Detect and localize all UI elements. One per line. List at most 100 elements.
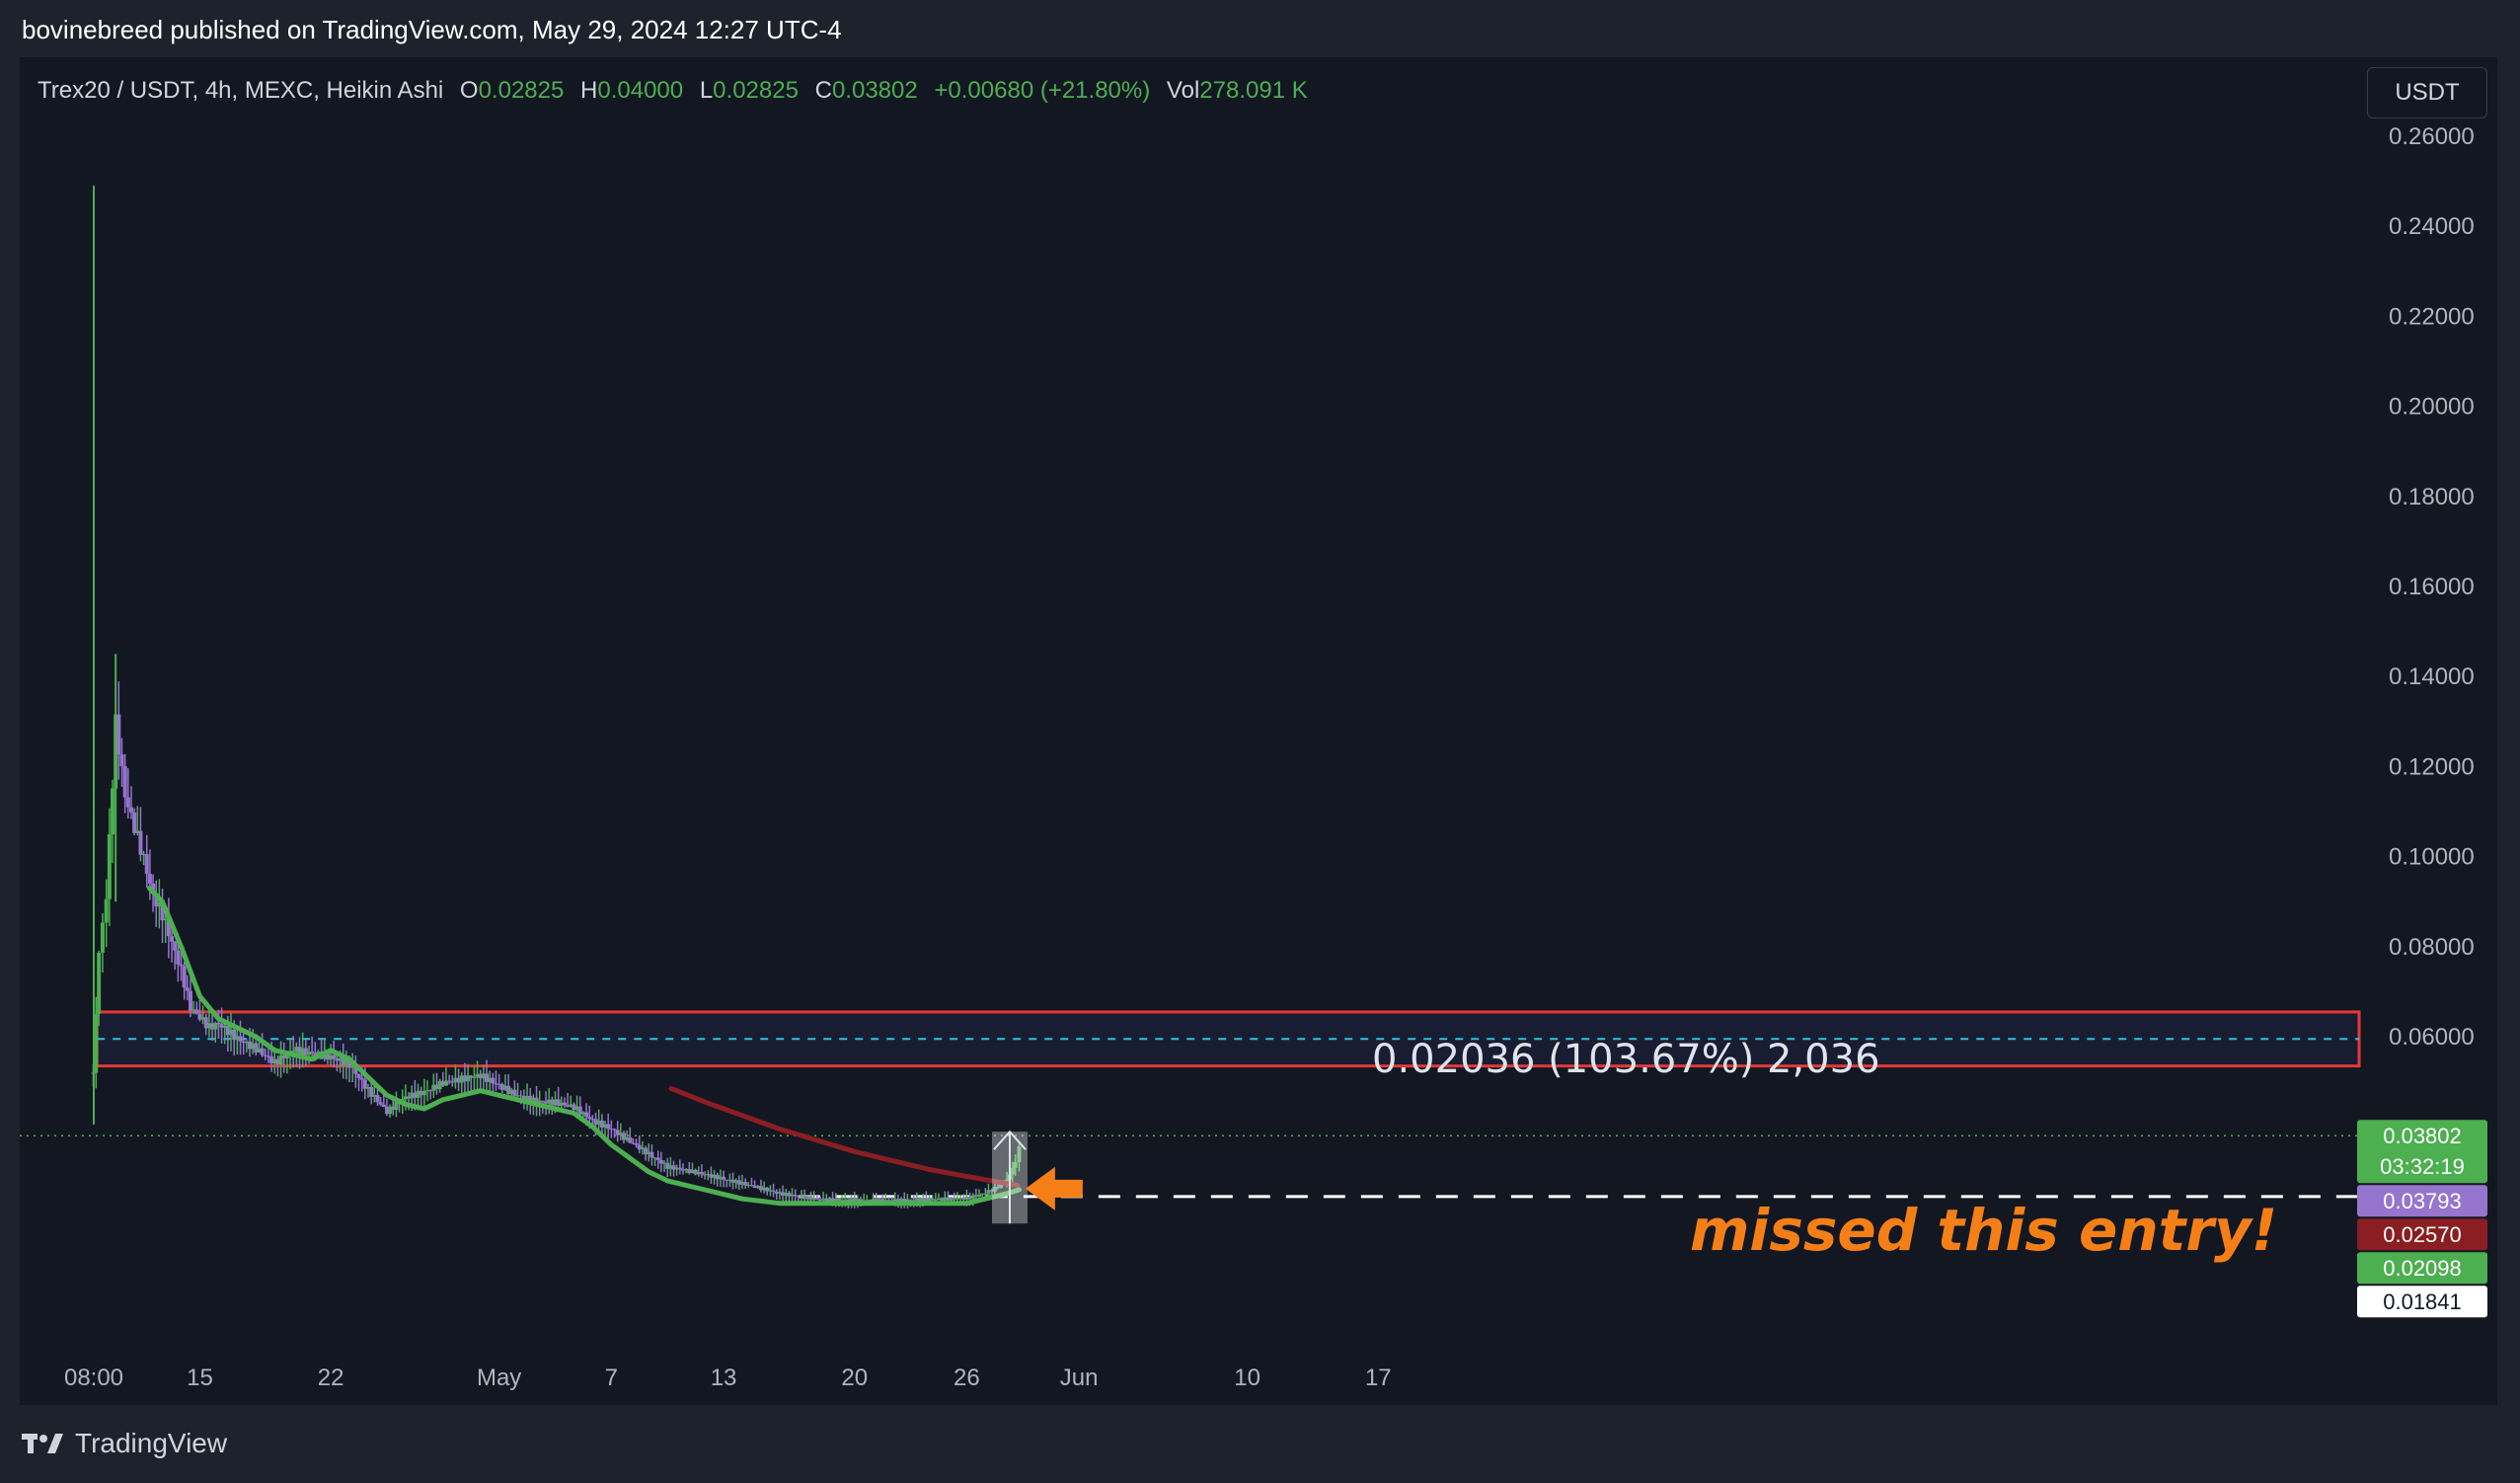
candle-body (699, 1172, 704, 1175)
candle-body (739, 1182, 744, 1185)
candle-body (733, 1180, 738, 1183)
candle-body (540, 1100, 545, 1102)
candle-body (111, 788, 115, 834)
candle-body (431, 1084, 436, 1091)
candle-body (225, 1025, 230, 1036)
candle-body (509, 1089, 514, 1094)
candle-body (687, 1169, 692, 1174)
candle-body (827, 1198, 832, 1202)
candle-body (556, 1099, 561, 1106)
candle-body (297, 1047, 302, 1055)
candle-body (877, 1199, 881, 1203)
candle-body (970, 1195, 975, 1200)
candle-body (989, 1190, 994, 1192)
candle-body (709, 1174, 714, 1178)
candle-body (478, 1073, 483, 1079)
candle-body (880, 1199, 885, 1203)
candle-body (781, 1192, 786, 1196)
price-badge-value: 0.03793 (2383, 1189, 2462, 1213)
y-tick-label: 0.18000 (2389, 484, 2475, 510)
candle-body (584, 1112, 589, 1118)
candle-body (964, 1196, 969, 1200)
symbol-label: Trex20 / USDT, 4h, MEXC, Heikin Ashi (38, 77, 444, 104)
candle-body (485, 1073, 490, 1082)
close-value: 0.03802 (831, 77, 918, 104)
candle-body (491, 1077, 496, 1084)
candle-body (151, 883, 156, 894)
chart-area[interactable]: 0.06000 0.08000 0.10000 0.12000 0.14000 0.160… (20, 57, 2497, 1405)
candle-body (955, 1198, 959, 1200)
candle-body (771, 1190, 776, 1192)
candle-body (590, 1119, 595, 1121)
candle-body (332, 1054, 337, 1059)
y-tick-label: 0.16000 (2389, 574, 2475, 600)
candle-body (462, 1075, 467, 1082)
candle-body (871, 1199, 876, 1202)
candle-body (203, 1017, 208, 1029)
candle-body (97, 952, 102, 1014)
candle-body (116, 714, 121, 755)
candle-body (176, 950, 181, 965)
x-tick-label: 13 (711, 1365, 737, 1391)
candle-body (166, 918, 171, 937)
candle-body (550, 1099, 555, 1106)
candle-body (94, 1013, 99, 1073)
ma-fast-line (146, 886, 1022, 1207)
candle-body (241, 1041, 246, 1044)
price-chart[interactable]: 0.06000 0.08000 0.10000 0.12000 0.14000 0.160… (20, 57, 2497, 1405)
candle-body (269, 1056, 274, 1063)
candle-body (668, 1165, 673, 1169)
candle-body (413, 1092, 418, 1098)
candle-body (213, 1022, 218, 1030)
candle-body (488, 1077, 493, 1082)
candle-body (790, 1194, 795, 1197)
candle-body (391, 1106, 396, 1111)
candle-body (135, 830, 140, 833)
candle-body (182, 966, 187, 988)
candle-body (191, 1009, 196, 1011)
candle-body (1013, 1162, 1018, 1168)
x-tick-label: Jun (1060, 1365, 1099, 1391)
candle-body (194, 1009, 199, 1014)
candle-body (577, 1106, 582, 1115)
candle-body (908, 1199, 913, 1201)
candle-body (365, 1086, 370, 1089)
candle-body (628, 1136, 633, 1143)
candle-body (967, 1196, 972, 1200)
candle-body (936, 1198, 941, 1201)
candle-body (394, 1102, 399, 1111)
volume-label: Vol (1166, 77, 1200, 104)
currency-button[interactable]: USDT (2367, 67, 2487, 118)
candle-body (796, 1196, 801, 1198)
missed-entry-annotation: missed this entry! (1690, 1197, 2278, 1264)
candle-body (621, 1132, 626, 1140)
candle-body (859, 1199, 864, 1202)
candle-body (428, 1090, 433, 1092)
candle-body (892, 1199, 897, 1202)
candle-body (335, 1058, 340, 1061)
x-tick-label: 7 (605, 1365, 618, 1391)
candle-body (107, 833, 112, 899)
candle-body (1017, 1146, 1022, 1163)
price-badge: 0.02098 (2357, 1252, 2487, 1285)
candle-body (128, 807, 133, 813)
candle-body (410, 1092, 415, 1099)
candle-body (580, 1112, 585, 1115)
candle-body (999, 1184, 1004, 1189)
candle-body (961, 1198, 966, 1200)
x-tick-label: 17 (1365, 1365, 1392, 1391)
tradingview-logo[interactable]: TradingView (22, 1428, 227, 1459)
candle-body (384, 1107, 389, 1115)
candle-body (658, 1160, 663, 1164)
candle-body (980, 1193, 985, 1195)
candle-body (817, 1200, 822, 1202)
candle-body (684, 1169, 689, 1171)
candle-body (100, 922, 105, 953)
candle-body (852, 1198, 857, 1203)
x-tick-label: May (477, 1365, 521, 1391)
price-badge-value: 0.02098 (2383, 1256, 2462, 1281)
candle-body (553, 1099, 558, 1106)
tradingview-brand: TradingView (75, 1428, 228, 1458)
candle-body (706, 1174, 711, 1176)
candle-body (132, 812, 137, 833)
